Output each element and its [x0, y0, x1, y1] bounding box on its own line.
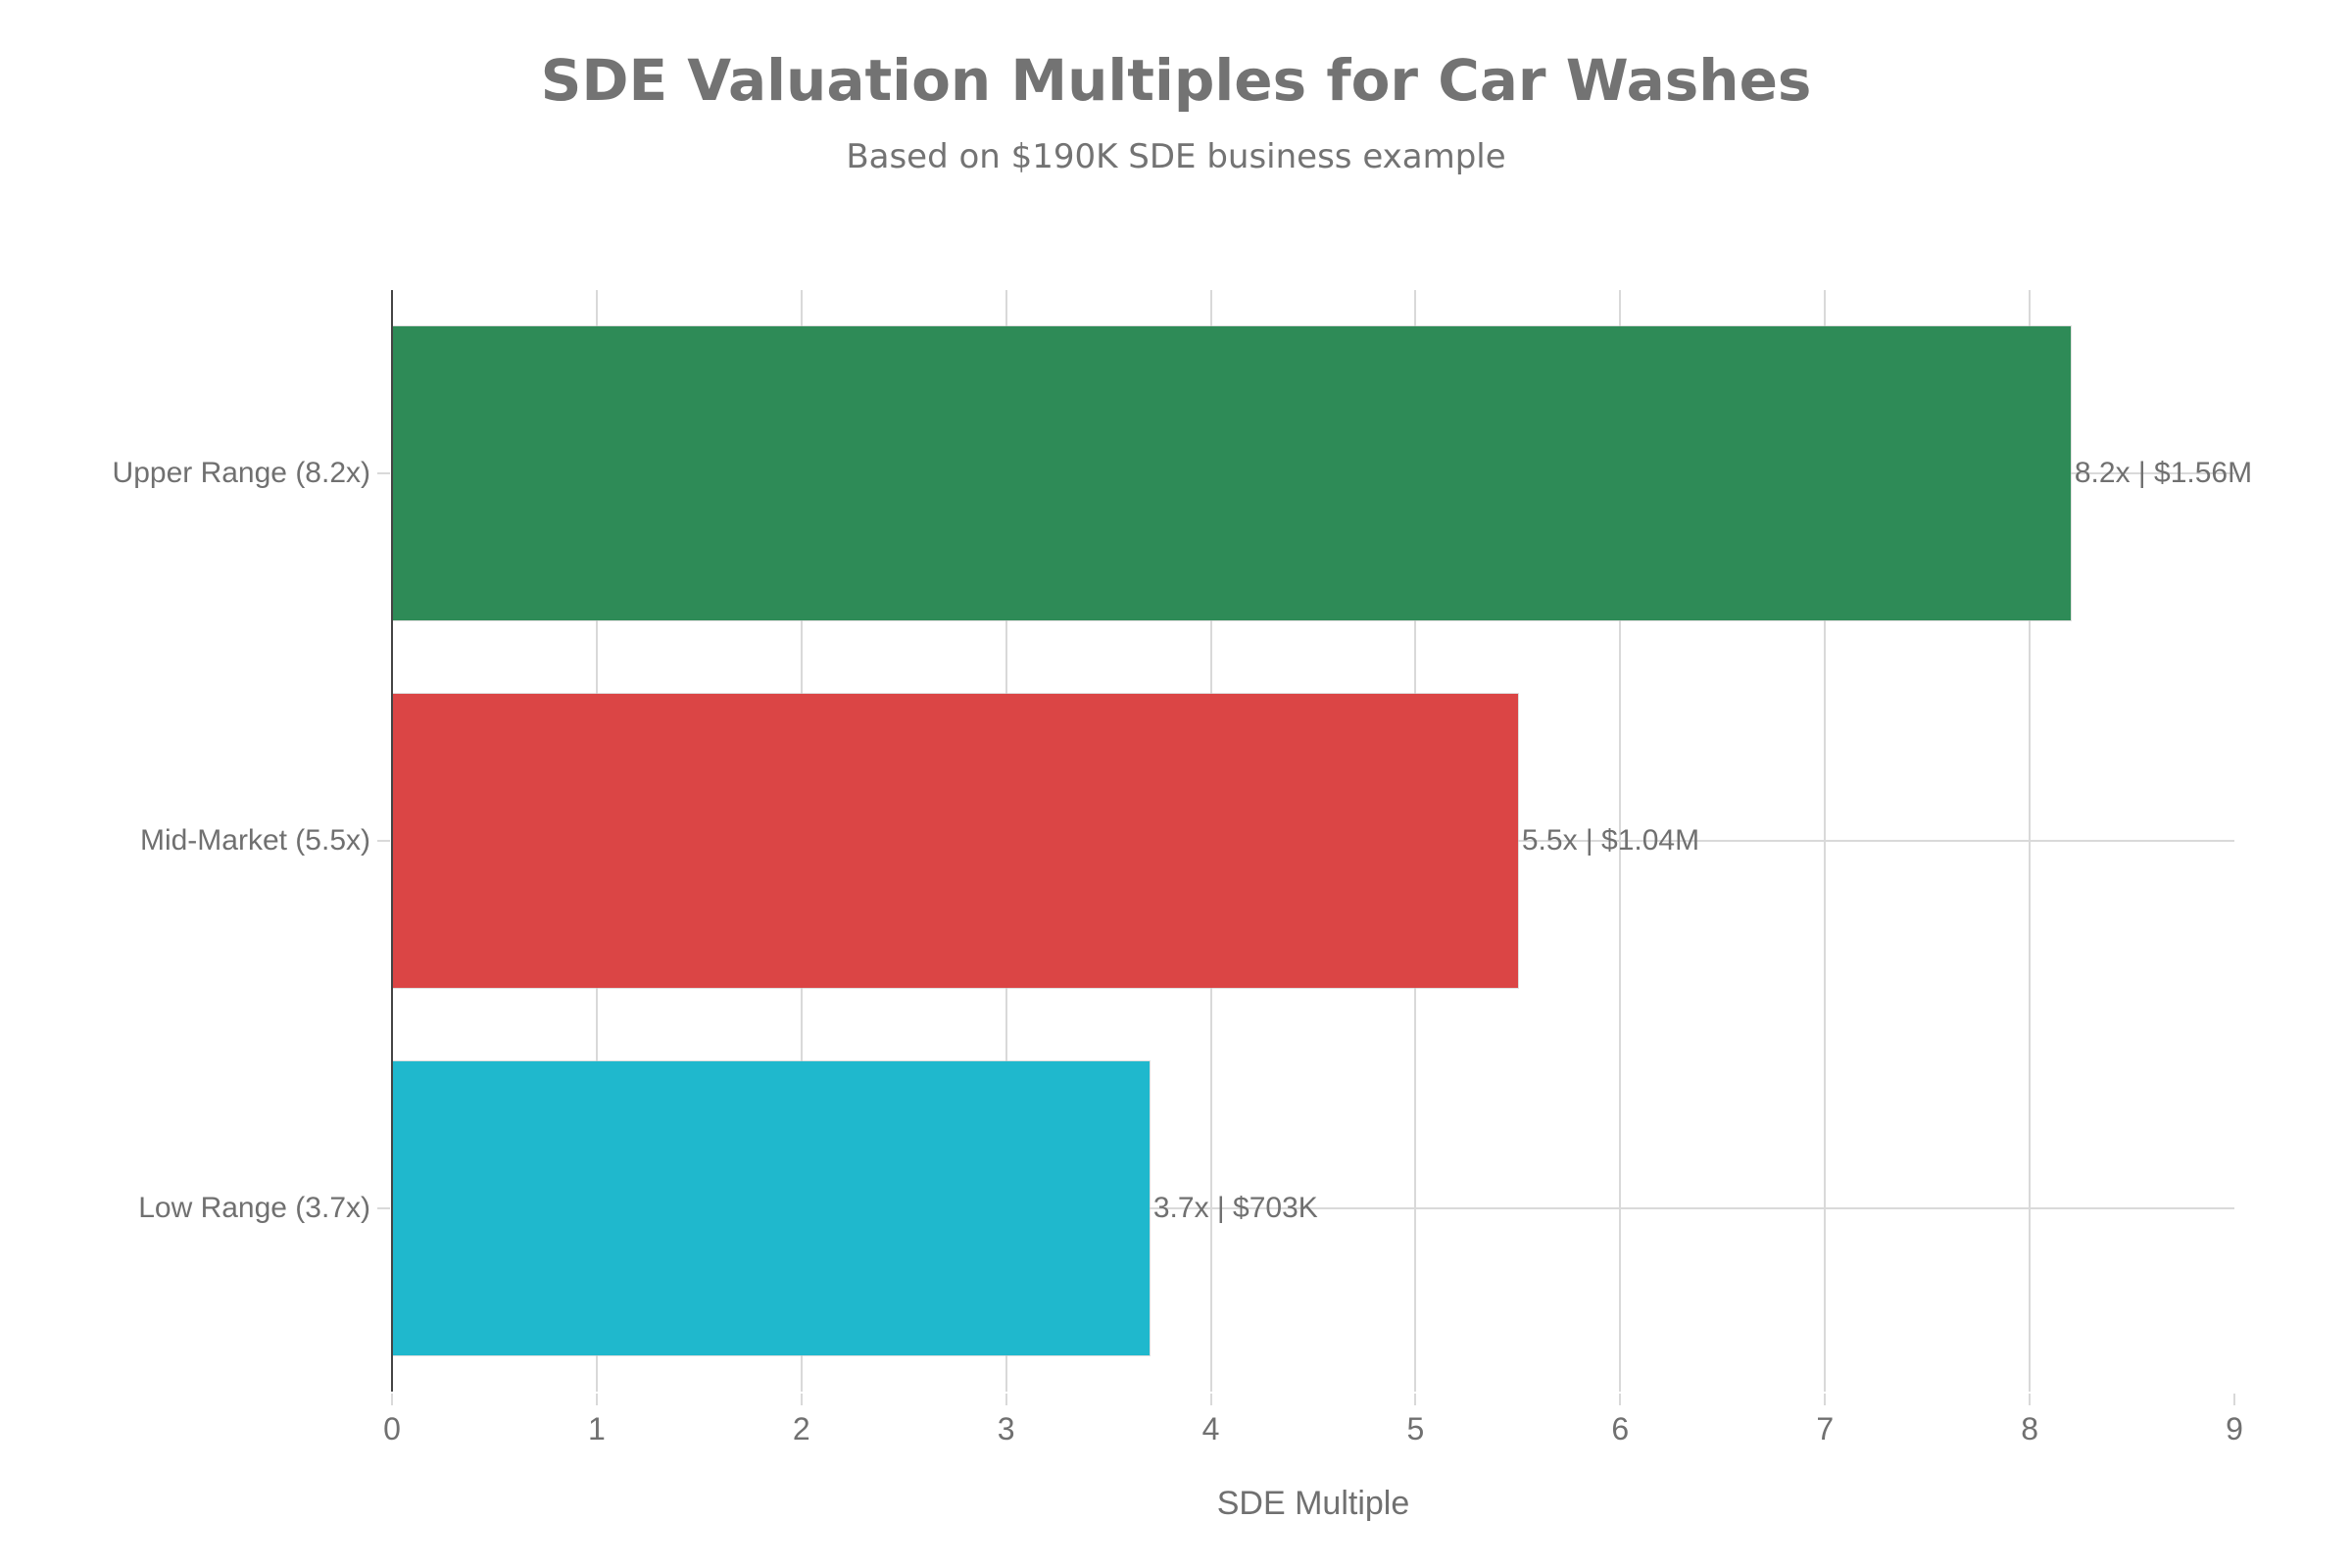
bar-data-label: 5.5x | $1.04M: [1521, 824, 1700, 857]
x-tick-mark: [1414, 1394, 1417, 1405]
x-tick-mark: [1619, 1394, 1622, 1405]
x-tick-label: 3: [997, 1411, 1015, 1446]
x-tick-label: 6: [1611, 1411, 1630, 1446]
x-tick-mark: [1209, 1394, 1212, 1405]
x-tick-label: 0: [383, 1411, 401, 1446]
x-tick-mark: [2029, 1394, 2032, 1405]
bar[interactable]: [392, 326, 2071, 621]
y-axis-line: [391, 290, 393, 1392]
x-tick-label: 2: [792, 1411, 810, 1446]
x-tick-label: 4: [1201, 1411, 1220, 1446]
x-axis-title: SDE Multiple: [1216, 1485, 1410, 1522]
chart-title: SDE Valuation Multiples for Car Washes: [540, 47, 1812, 114]
x-tick-mark: [1824, 1394, 1827, 1405]
bar-data-label: 3.7x | $703K: [1152, 1191, 1318, 1224]
x-tick-label: 9: [2226, 1411, 2243, 1446]
bar[interactable]: [392, 694, 1518, 988]
horizontal-gridline: [392, 1206, 2234, 1209]
bar[interactable]: [392, 1060, 1150, 1355]
y-tick-label: Low Range (3.7x): [138, 1191, 370, 1224]
y-tick-label: Upper Range (8.2x): [112, 457, 370, 490]
x-tick-mark: [391, 1394, 393, 1405]
x-tick-mark: [800, 1394, 803, 1405]
bar-data-label: 8.2x | $1.56M: [2074, 457, 2253, 490]
y-tick-label: Mid-Market (5.5x): [139, 824, 370, 857]
x-tick-label: 8: [2021, 1411, 2039, 1446]
x-tick-mark: [2233, 1394, 2235, 1405]
x-tick-label: 7: [1816, 1411, 1835, 1446]
x-tick-mark: [1004, 1394, 1007, 1405]
x-tick-mark: [595, 1394, 598, 1405]
x-tick-label: 5: [1406, 1411, 1425, 1446]
x-tick-label: 1: [587, 1411, 606, 1446]
plot-area: 8.2x | $1.56M 5.5x | $1.04M 3.7x | $703K: [391, 290, 2252, 1392]
y-tick-mark: [377, 1206, 390, 1209]
chart-subtitle: Based on $190K SDE business example: [846, 137, 1506, 176]
y-tick-mark: [377, 840, 390, 842]
y-tick-mark: [377, 472, 390, 475]
